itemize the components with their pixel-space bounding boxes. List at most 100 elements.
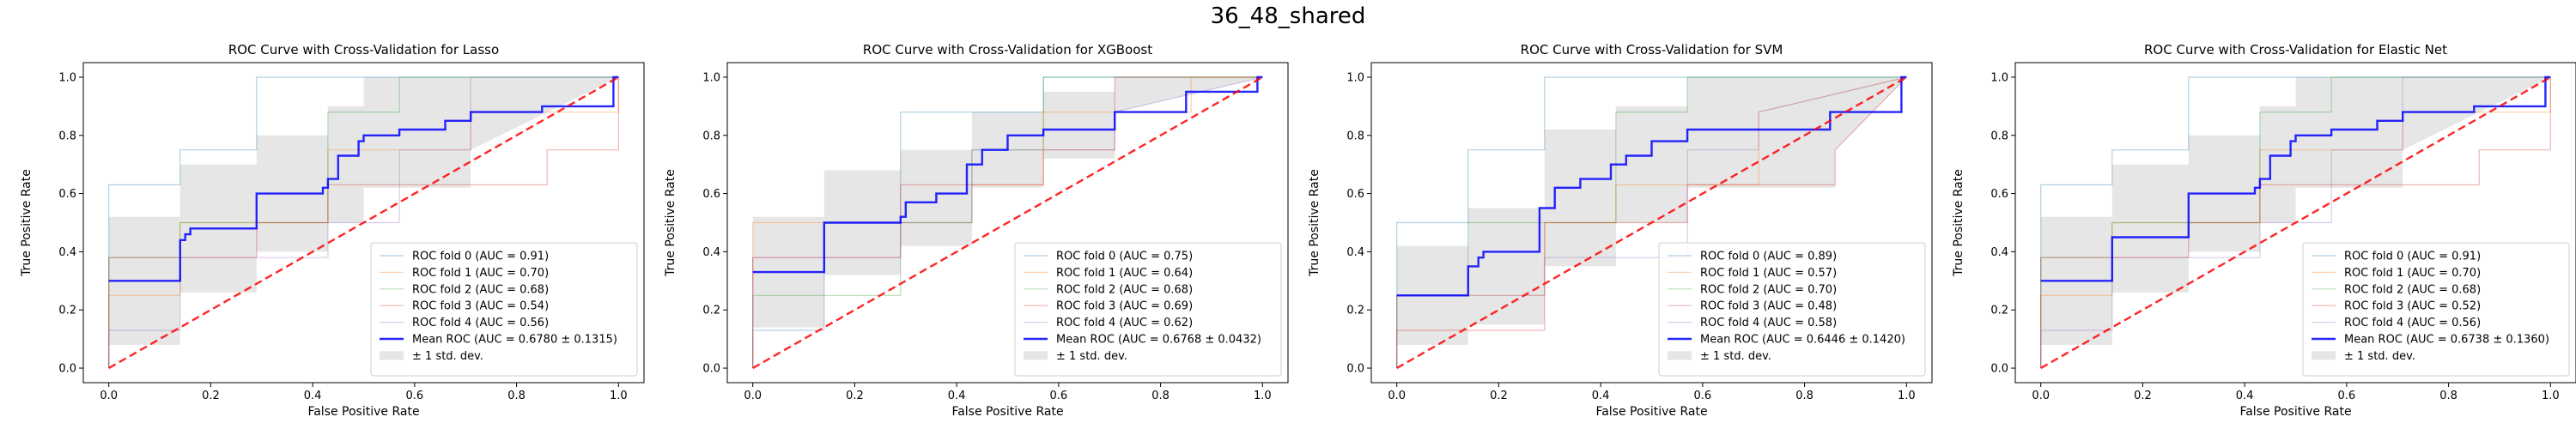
x-tick-label: 0.8: [2439, 390, 2458, 402]
x-tick-label: 0.6: [2338, 390, 2356, 402]
std-dev-band: [1396, 77, 1907, 345]
y-tick-label: 0.0: [1990, 363, 2008, 376]
chart-panel-3: ROC Curve with Cross-Validation for Elas…: [1952, 42, 2576, 419]
y-tick-label: 0.8: [702, 130, 720, 142]
y-tick-label: 0.6: [58, 188, 76, 201]
x-tick-label: 0.0: [1388, 390, 1406, 402]
legend-entry: ROC fold 2 (AUC = 0.68): [412, 283, 549, 296]
y-tick-label: 0.2: [1990, 305, 2008, 317]
y-tick-label: 1.0: [1346, 71, 1364, 84]
chart-title: ROC Curve with Cross-Validation for SVM: [1521, 42, 1783, 57]
x-tick-label: 0.2: [202, 390, 220, 402]
legend-entry: ROC fold 0 (AUC = 0.75): [1056, 251, 1193, 263]
legend-entry: ± 1 std. dev.: [1700, 350, 1771, 363]
legend-entry: Mean ROC (AUC = 0.6768 ± 0.0432): [1056, 334, 1261, 347]
y-tick-label: 0.4: [58, 246, 76, 259]
legend: ROC fold 0 (AUC = 0.91) ROC fold 1 (AUC =…: [2302, 242, 2570, 377]
legend-entry: ROC fold 1 (AUC = 0.70): [412, 267, 549, 280]
x-tick-label: 1.0: [2542, 390, 2560, 402]
y-axis-label: True Positive Rate: [1952, 169, 1965, 277]
y-tick-label: 1.0: [702, 71, 720, 84]
y-tick-label: 0.4: [1346, 246, 1364, 259]
x-tick-label: 1.0: [610, 390, 628, 402]
x-tick-label: 0.6: [1050, 390, 1068, 402]
roc-fold-line-0: [1396, 76, 1907, 368]
y-tick-label: 0.4: [1990, 246, 2008, 259]
legend-entry: ROC fold 2 (AUC = 0.70): [1700, 283, 1837, 296]
chance-line: [108, 76, 619, 370]
legend-entry: ROC fold 2 (AUC = 0.68): [2344, 283, 2481, 296]
y-tick-label: 0.0: [1346, 363, 1364, 376]
roc-fold-line-0: [2040, 76, 2551, 368]
x-tick-label: 0.0: [2032, 390, 2050, 402]
chance-line: [2040, 76, 2551, 370]
roc-fold-line-3: [752, 76, 1263, 368]
legend-entry: ROC fold 1 (AUC = 0.64): [1056, 267, 1193, 280]
legend-entry: ROC fold 4 (AUC = 0.56): [2344, 317, 2481, 329]
legend-entry: ROC fold 0 (AUC = 0.91): [412, 251, 549, 263]
y-tick-label: 0.8: [1346, 130, 1364, 142]
roc-fold-line-2: [108, 76, 619, 368]
x-tick-label: 0.4: [948, 390, 966, 402]
legend: ROC fold 0 (AUC = 0.75) ROC fold 1 (AUC =…: [1014, 242, 1282, 377]
y-tick-label: 1.0: [1990, 71, 2008, 84]
y-tick-label: 0.0: [58, 363, 76, 376]
y-tick-label: 0.2: [702, 305, 720, 317]
y-tick-label: 0.2: [1346, 305, 1364, 317]
roc-fold-line-2: [2040, 76, 2551, 368]
legend-entry: ROC fold 4 (AUC = 0.56): [412, 317, 549, 329]
x-tick-label: 1.0: [1254, 390, 1272, 402]
legend-entry: ROC fold 2 (AUC = 0.68): [1056, 283, 1193, 296]
plot-frame: [1370, 62, 1933, 384]
legend-entry: ± 1 std. dev.: [1056, 350, 1127, 363]
x-tick-label: 0.2: [846, 390, 864, 402]
legend-entry: ROC fold 0 (AUC = 0.89): [1700, 251, 1837, 263]
x-tick-label: 0.4: [2236, 390, 2254, 402]
y-tick-label: 0.6: [702, 188, 720, 201]
legend-entry: ROC fold 0 (AUC = 0.91): [2344, 251, 2481, 263]
x-tick-label: 0.8: [507, 390, 526, 402]
legend-entry: ROC fold 4 (AUC = 0.62): [1056, 317, 1193, 329]
legend-entry: ± 1 std. dev.: [412, 350, 483, 363]
y-tick-label: 1.0: [58, 71, 76, 84]
mean-roc-line: [2040, 76, 2551, 282]
y-axis-label: True Positive Rate: [1308, 169, 1321, 277]
legend-swatch-band: [2312, 351, 2336, 360]
roc-fold-line-3: [1396, 76, 1907, 368]
legend-entry: ROC fold 3 (AUC = 0.69): [1056, 300, 1193, 313]
std-dev-band: [2040, 77, 2551, 345]
y-tick-label: 0.4: [702, 246, 720, 259]
mean-roc-line: [108, 76, 619, 282]
legend-entry: ± 1 std. dev.: [2344, 350, 2415, 363]
legend-swatch-band: [380, 351, 404, 360]
chart-panel-1: ROC Curve with Cross-Validation for XGBo…: [664, 42, 1289, 419]
x-tick-label: 0.2: [1490, 390, 1508, 402]
legend-entry: ROC fold 3 (AUC = 0.52): [2344, 300, 2481, 313]
chance-line: [752, 76, 1263, 370]
legend-swatch-band: [1024, 351, 1048, 360]
std-dev-band: [752, 77, 1263, 328]
x-tick-label: 0.8: [1151, 390, 1170, 402]
legend-entry: ROC fold 1 (AUC = 0.70): [2344, 267, 2481, 280]
legend-entry: ROC fold 3 (AUC = 0.48): [1700, 300, 1837, 313]
std-dev-band: [108, 77, 619, 345]
chart-title: ROC Curve with Cross-Validation for XGBo…: [863, 42, 1152, 57]
legend-entry: ROC fold 1 (AUC = 0.57): [1700, 267, 1837, 280]
roc-fold-line-3: [2040, 77, 2551, 368]
x-axis-label: False Positive Rate: [2239, 405, 2351, 419]
roc-fold-line-3: [108, 77, 619, 368]
legend: ROC fold 0 (AUC = 0.89) ROC fold 1 (AUC =…: [1658, 242, 1926, 377]
chart-panel-0: ROC Curve with Cross-Validation for Lass…: [20, 42, 645, 419]
legend-entry: ROC fold 4 (AUC = 0.58): [1700, 317, 1837, 329]
legend-swatch-band: [1668, 351, 1692, 360]
chart-title: ROC Curve with Cross-Validation for Elas…: [2144, 42, 2447, 57]
x-tick-label: 0.6: [1694, 390, 1712, 402]
x-tick-label: 0.8: [1795, 390, 1814, 402]
legend-box: [2302, 242, 2570, 377]
chart-panel-2: ROC Curve with Cross-Validation for SVM 0…: [1308, 42, 1933, 419]
legend-entry: Mean ROC (AUC = 0.6446 ± 0.1420): [1700, 334, 1905, 347]
mean-roc-line: [752, 76, 1263, 274]
plot-frame: [726, 62, 1289, 384]
y-axis-label: True Positive Rate: [664, 169, 677, 277]
legend-box: [1658, 242, 1926, 377]
